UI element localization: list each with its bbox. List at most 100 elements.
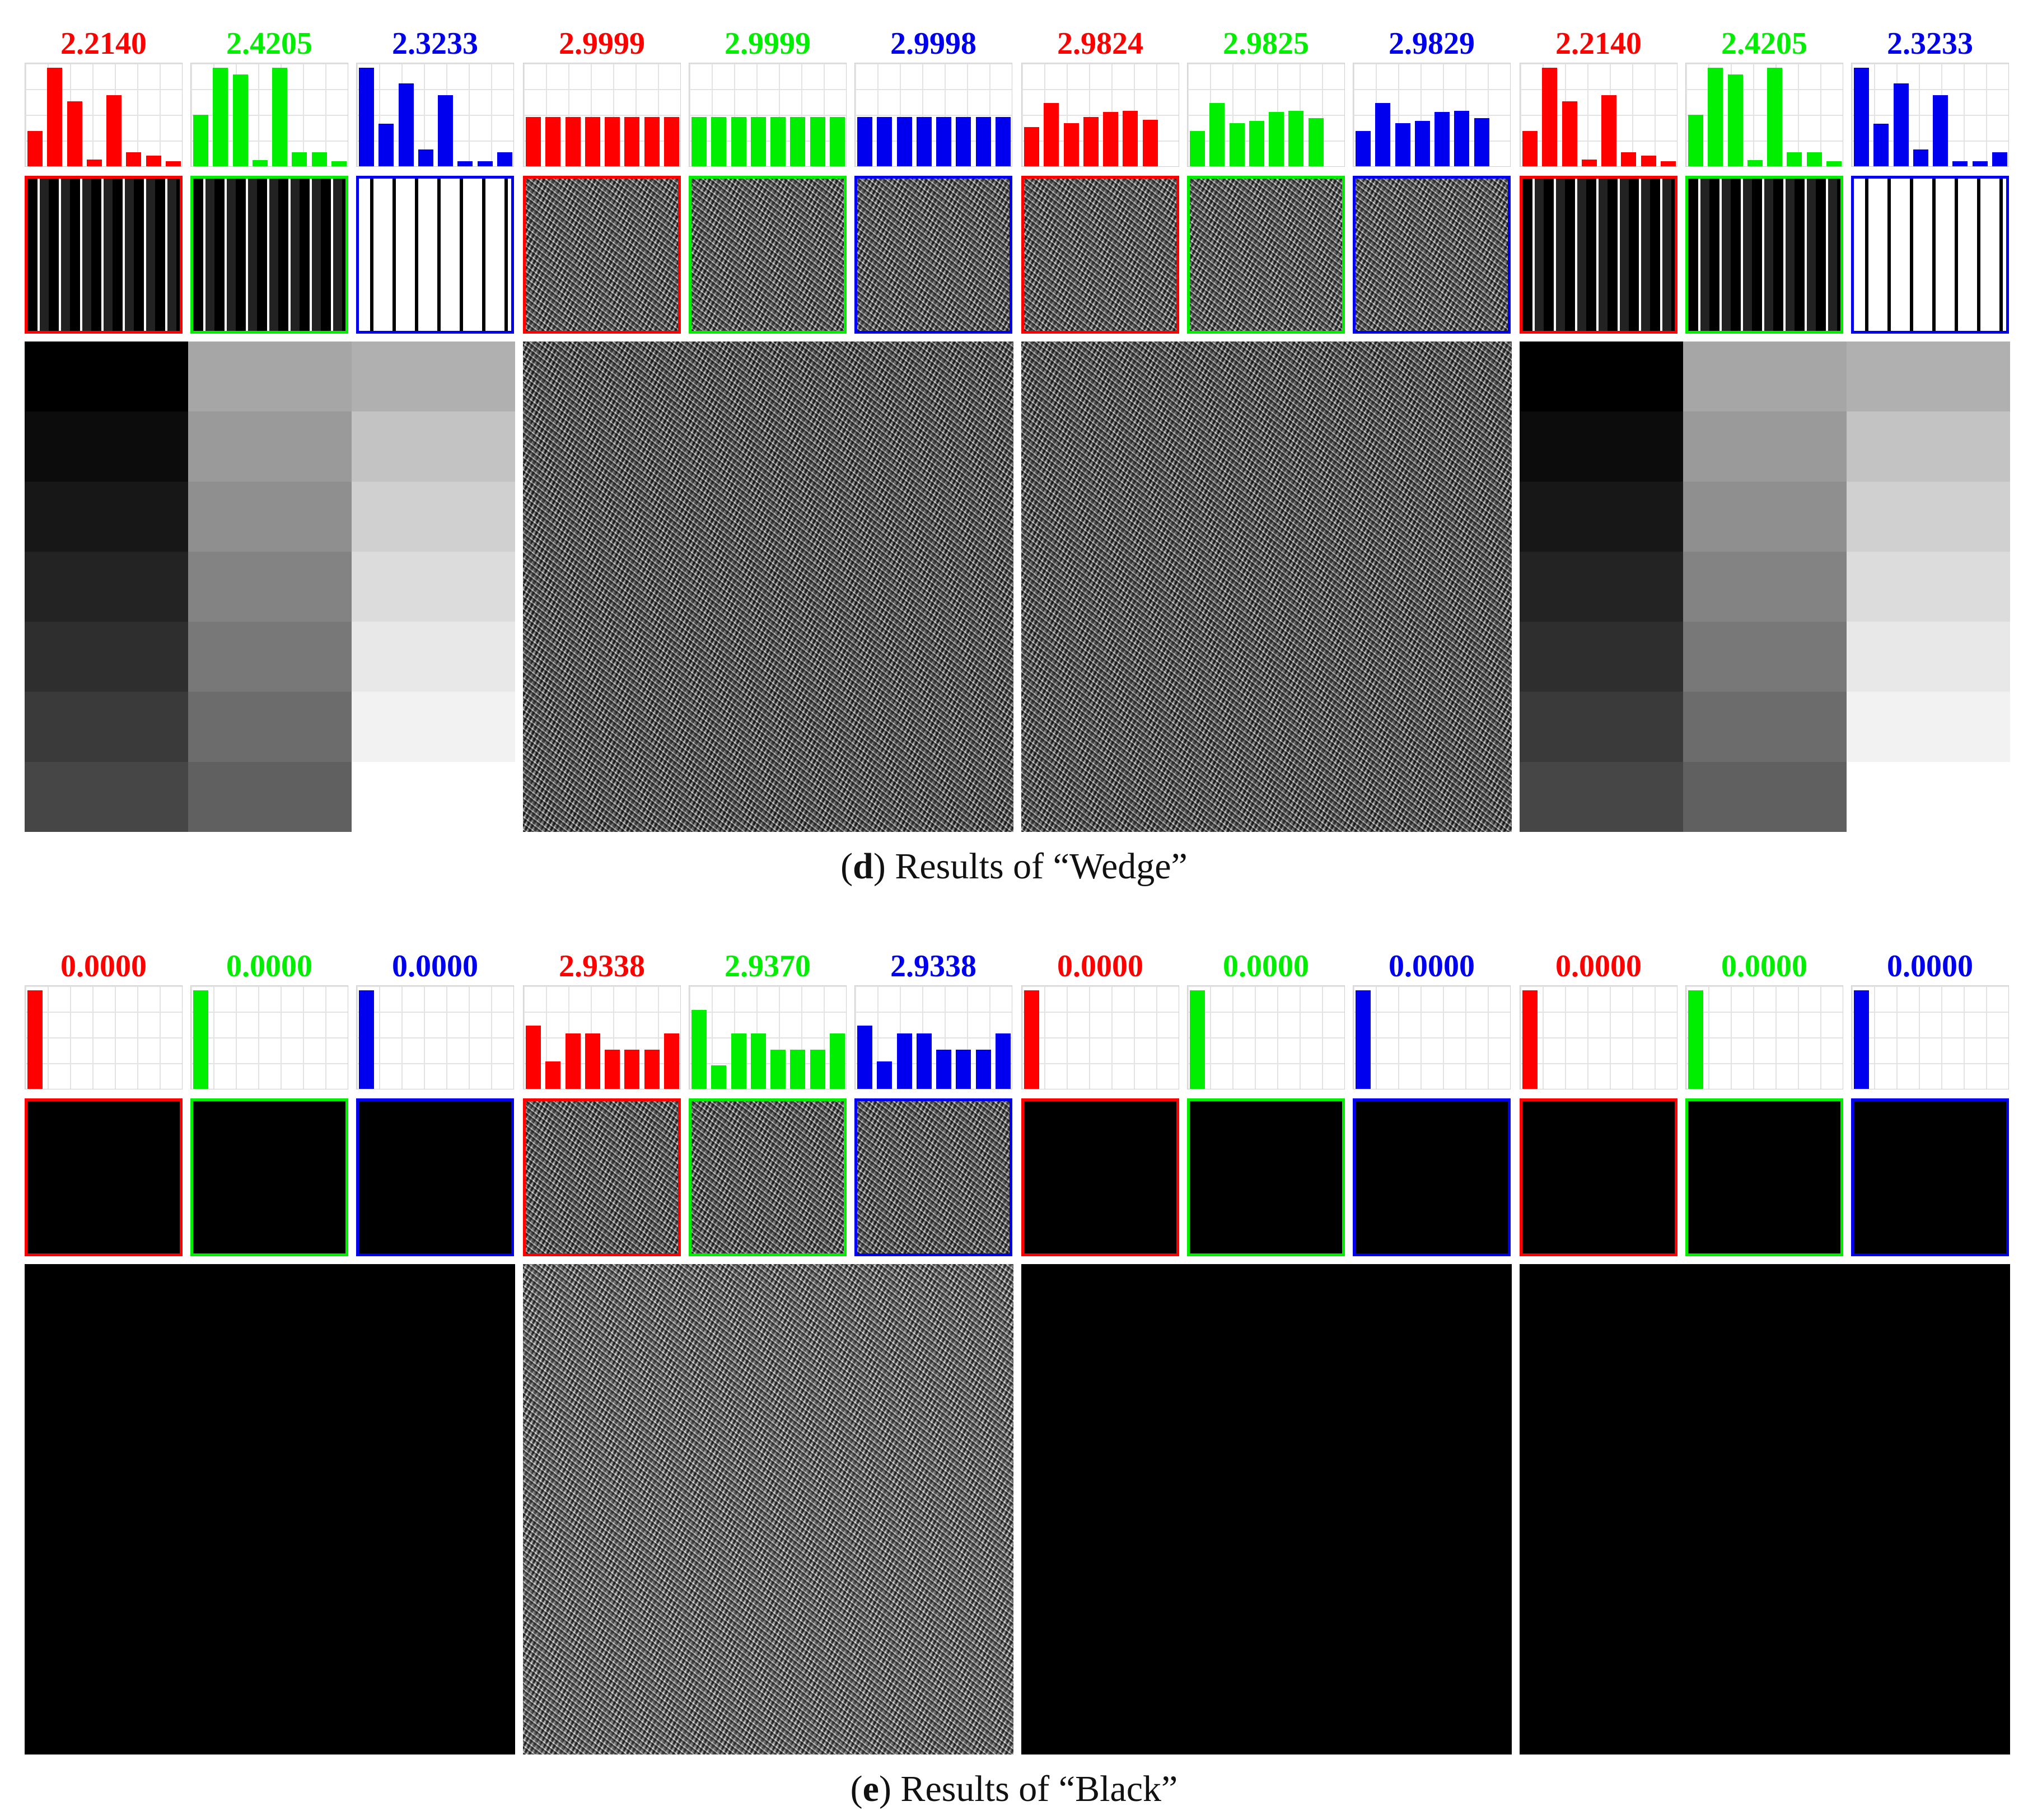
- correlation-tile-blue: [356, 176, 514, 334]
- histogram-bar: [731, 117, 746, 166]
- entropy-value-blue: 0.0000: [1887, 949, 1973, 984]
- histogram-bar: [751, 117, 766, 166]
- histogram-bar: [1562, 101, 1577, 166]
- plain-image-wedge: [25, 341, 515, 832]
- cipher-image-wedge-modified: [1021, 341, 1512, 832]
- panel-wedge: 2.2140 2.4205 2.3233 2.9999 2.9999 2.9998 2.98…: [0, 0, 2028, 896]
- entropy-value-green: 2.4205: [226, 26, 312, 61]
- histogram-bar: [497, 152, 512, 166]
- histogram-bar: [1190, 131, 1205, 166]
- caption-text: ) Results of “Wedge”: [873, 846, 1188, 887]
- histogram-bar: [1992, 152, 2007, 166]
- entropy-value-red: 0.0000: [1555, 949, 1642, 984]
- histogram-bar: [1064, 123, 1079, 166]
- histogram-bar: [1933, 95, 1948, 166]
- histogram-bar: [585, 1033, 600, 1089]
- histogram-bar: [1209, 103, 1225, 166]
- entropy-value-blue: 2.9338: [890, 949, 976, 984]
- histogram-bar: [644, 1050, 660, 1089]
- entropy-value-red: 2.2140: [60, 26, 147, 61]
- histogram-bar: [1807, 152, 1822, 166]
- histogram-bar: [1356, 131, 1371, 166]
- histogram-bar: [1767, 68, 1782, 166]
- correlation-tile-red: [1520, 1098, 1677, 1256]
- histogram-red: [1520, 985, 1677, 1089]
- correlation-tile-green: [1187, 176, 1345, 334]
- histogram-bar: [146, 156, 161, 166]
- histogram-bar: [585, 117, 600, 166]
- entropy-value-blue: 0.0000: [392, 949, 478, 984]
- histogram-bar: [644, 117, 660, 166]
- histogram-bar: [691, 1010, 707, 1089]
- histogram-bar: [272, 68, 287, 166]
- histogram-bar: [877, 1061, 892, 1089]
- correlation-tile-green: [689, 176, 847, 334]
- histogram-bar: [526, 117, 541, 166]
- correlation-tile-red: [1021, 1098, 1179, 1256]
- histogram-bar: [233, 74, 248, 166]
- histogram-bar: [1973, 161, 1988, 166]
- histogram-bar: [1415, 121, 1430, 166]
- histogram-bar: [857, 1026, 872, 1089]
- histogram-bar: [976, 117, 991, 166]
- correlation-tile-red: [25, 176, 183, 334]
- histogram-bar: [664, 117, 679, 166]
- histogram-bar: [770, 117, 786, 166]
- histogram-bar: [1269, 112, 1284, 166]
- histogram-bar: [624, 117, 639, 166]
- histogram-red: [523, 63, 681, 167]
- correlation-tile-red: [523, 1098, 681, 1256]
- entropy-value-blue: 2.3233: [1887, 26, 1973, 61]
- entropy-value-blue: 0.0000: [1389, 949, 1475, 984]
- histogram-bar: [1582, 160, 1597, 166]
- histogram-bar: [751, 1033, 766, 1089]
- histogram-bar: [1873, 124, 1889, 166]
- histogram-bar: [1601, 95, 1616, 166]
- histogram-bar: [1728, 74, 1743, 166]
- correlation-tile-red: [523, 176, 681, 334]
- histogram-bar: [1356, 990, 1371, 1089]
- entropy-value-red: 0.0000: [1057, 949, 1143, 984]
- entropy-value-green: 0.0000: [1721, 949, 1807, 984]
- histogram-bar: [976, 1050, 991, 1089]
- histogram-bar: [936, 117, 951, 166]
- histogram-bar: [790, 117, 805, 166]
- histogram-bar: [897, 117, 912, 166]
- histogram-bar: [566, 117, 581, 166]
- histogram-bar: [359, 990, 374, 1089]
- histogram-bar: [1661, 161, 1676, 166]
- cipher-image-wedge: [523, 341, 1013, 832]
- histogram-bar: [545, 117, 560, 166]
- correlation-tile-green: [689, 1098, 847, 1256]
- histogram-bar: [1143, 120, 1158, 166]
- histogram-blue: [854, 985, 1012, 1089]
- histogram-bar: [1913, 149, 1928, 166]
- histogram-bar: [956, 117, 971, 166]
- histogram-bar: [897, 1033, 912, 1089]
- histogram-bar: [1434, 112, 1450, 166]
- decrypted-image-wedge: [1520, 341, 2010, 832]
- histogram-bar: [1522, 990, 1538, 1089]
- histogram-bar: [810, 117, 825, 166]
- histogram-bar: [1894, 83, 1909, 166]
- histogram-bar: [526, 1026, 541, 1089]
- histogram-bar: [857, 117, 872, 166]
- histogram-bar: [457, 161, 473, 166]
- histogram-bar: [996, 117, 1011, 166]
- histogram-bar: [193, 990, 208, 1089]
- histogram-bar: [478, 161, 493, 166]
- histogram-bar: [126, 152, 141, 166]
- histogram-red: [1021, 985, 1179, 1089]
- entropy-value-red: 2.9999: [559, 26, 645, 61]
- histogram-bar: [213, 68, 228, 166]
- correlation-tile-blue: [854, 176, 1012, 334]
- histogram-bar: [1826, 161, 1842, 166]
- correlation-tile-blue: [1353, 176, 1511, 334]
- histogram-blue: [1353, 63, 1511, 167]
- histogram-blue: [1353, 985, 1511, 1089]
- entropy-value-green: 2.9370: [725, 949, 811, 984]
- histogram-green: [190, 985, 348, 1089]
- histogram-bar: [331, 161, 347, 166]
- histogram-bar: [1309, 118, 1324, 166]
- histogram-bar: [830, 1033, 845, 1089]
